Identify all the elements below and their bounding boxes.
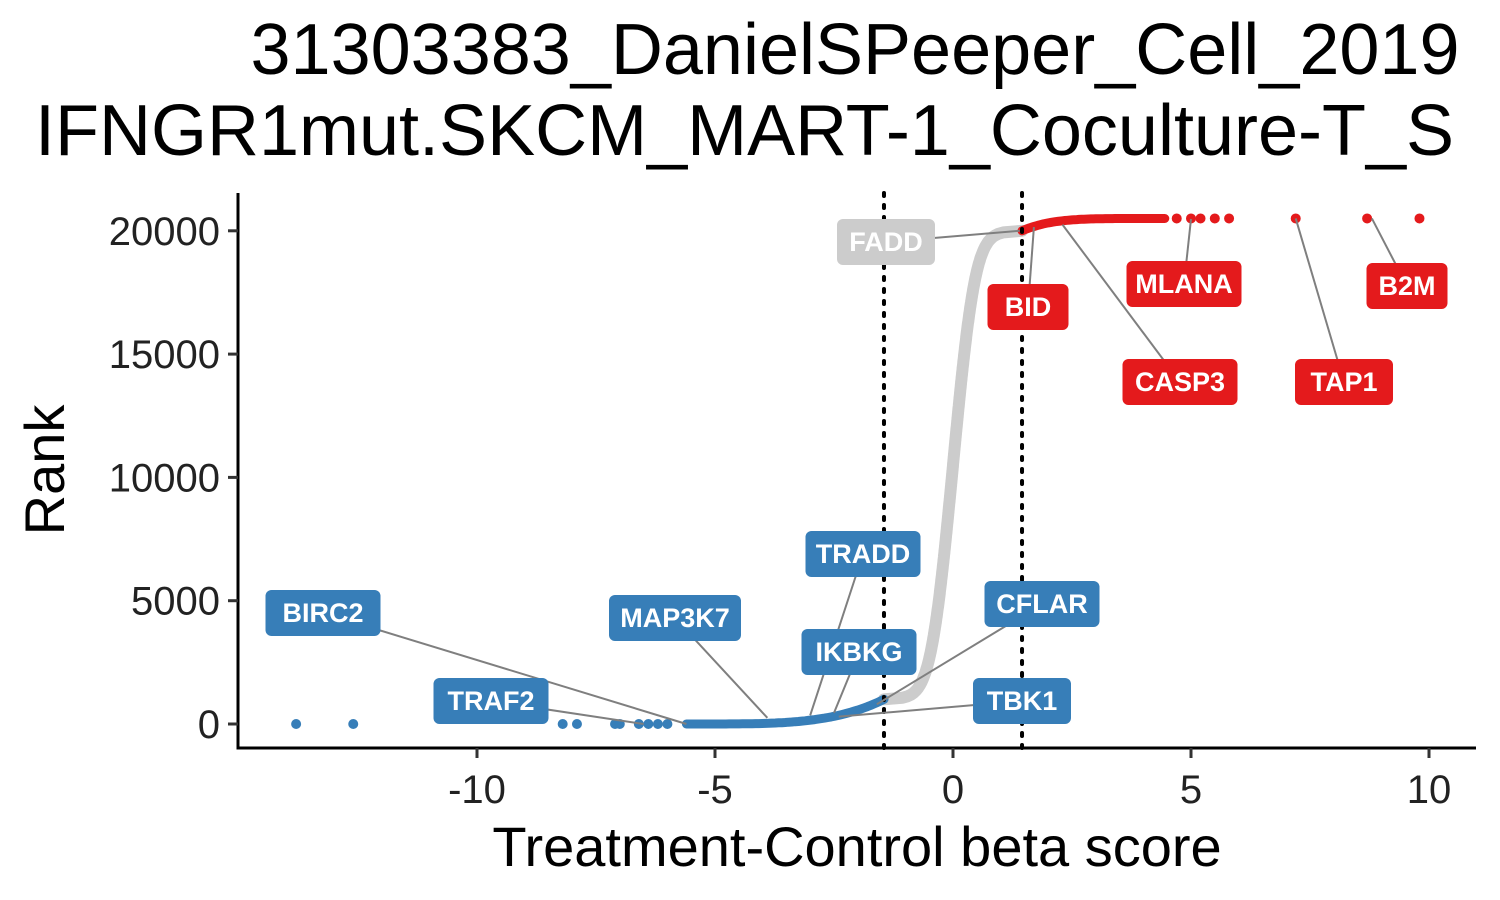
x-tick-label: 0 xyxy=(942,768,964,812)
positive-point xyxy=(1195,213,1206,224)
label-tbk1: TBK1 xyxy=(987,686,1058,716)
x-tick-label: -10 xyxy=(448,768,506,812)
y-tick-label: 15000 xyxy=(109,333,220,377)
label-box-casp3 xyxy=(1122,359,1238,405)
chart-title: 31303383_DanielSPeeper_Cell_2019 IFNGR1m… xyxy=(35,10,1460,171)
label-ikbkg: IKBKG xyxy=(816,637,903,667)
negative-point xyxy=(348,719,359,729)
connector-birc2 xyxy=(322,612,687,725)
label-box-tradd xyxy=(805,531,921,577)
chart-title-line-1: 31303383_DanielSPeeper_Cell_2019 xyxy=(251,10,1460,90)
negative-point xyxy=(662,719,673,729)
x-tick-label: 5 xyxy=(1180,768,1202,812)
positive-tail xyxy=(1017,214,1170,236)
label-mlana: MLANA xyxy=(1135,269,1232,299)
threshold-lines xyxy=(881,191,1025,750)
label-box-map3k7 xyxy=(609,595,741,641)
negative-tail xyxy=(681,694,889,729)
negative-point xyxy=(571,719,582,729)
label-box-fadd xyxy=(837,219,935,265)
y-tick-label: 10000 xyxy=(109,456,220,500)
label-box-birc2 xyxy=(265,590,381,636)
positive-point xyxy=(1224,213,1235,224)
positive-point xyxy=(1414,213,1425,224)
label-casp3: CASP3 xyxy=(1135,367,1225,397)
label-box-tbk1 xyxy=(973,678,1071,724)
label-box-bid xyxy=(987,284,1069,330)
label-map3k7: MAP3K7 xyxy=(620,603,730,633)
y-axis-title: Rank xyxy=(13,404,76,536)
neutral-curve xyxy=(878,224,1028,706)
x-axis-title: Treatment-Control beta score xyxy=(492,815,1221,878)
positive-point xyxy=(1209,213,1220,224)
label-fadd: FADD xyxy=(849,227,923,257)
x-tick-label: -5 xyxy=(697,768,733,812)
chart-title-line-2: IFNGR1mut.SKCM_MART-1_Coculture-T_S xyxy=(35,91,1454,171)
label-box-cflar xyxy=(984,581,1100,627)
positive-gene-points xyxy=(1017,213,1425,236)
label-box-ikbkg xyxy=(801,629,917,675)
label-box-b2m xyxy=(1366,263,1448,309)
negative-point xyxy=(643,719,654,729)
negative-point xyxy=(652,719,663,729)
positive-point xyxy=(1362,213,1373,224)
gene-labels: FADD BID MLANA CASP3 B2M TAP1 TRADD MAP3K7 IKBKG… xyxy=(265,219,1448,724)
negative-point xyxy=(291,719,302,729)
axes: 0 5000 10000 15000 20000 -10 -5 0 5 10 xyxy=(109,193,1476,812)
label-box-traf2 xyxy=(433,678,549,724)
label-bid: BID xyxy=(1005,292,1052,322)
connector-tap1 xyxy=(1294,218,1345,383)
label-box-tap1 xyxy=(1295,359,1393,405)
label-tradd: TRADD xyxy=(816,539,911,569)
label-birc2: BIRC2 xyxy=(282,598,363,628)
positive-point xyxy=(1171,213,1182,224)
label-tap1: TAP1 xyxy=(1310,367,1377,397)
x-tick-label: 10 xyxy=(1407,768,1452,812)
connector-casp3 xyxy=(1061,224,1181,383)
label-traf2: TRAF2 xyxy=(448,686,535,716)
negative-gene-points xyxy=(291,694,889,729)
label-cflar: CFLAR xyxy=(996,589,1087,619)
y-tick-label: 5000 xyxy=(131,580,220,624)
y-tick-label: 0 xyxy=(198,703,220,747)
neutral-gene-points xyxy=(878,224,1028,706)
label-box-mlana xyxy=(1126,261,1242,307)
positive-point xyxy=(1186,213,1196,224)
label-b2m: B2M xyxy=(1378,271,1435,301)
y-tick-label: 20000 xyxy=(109,210,220,254)
negative-point xyxy=(557,719,568,729)
